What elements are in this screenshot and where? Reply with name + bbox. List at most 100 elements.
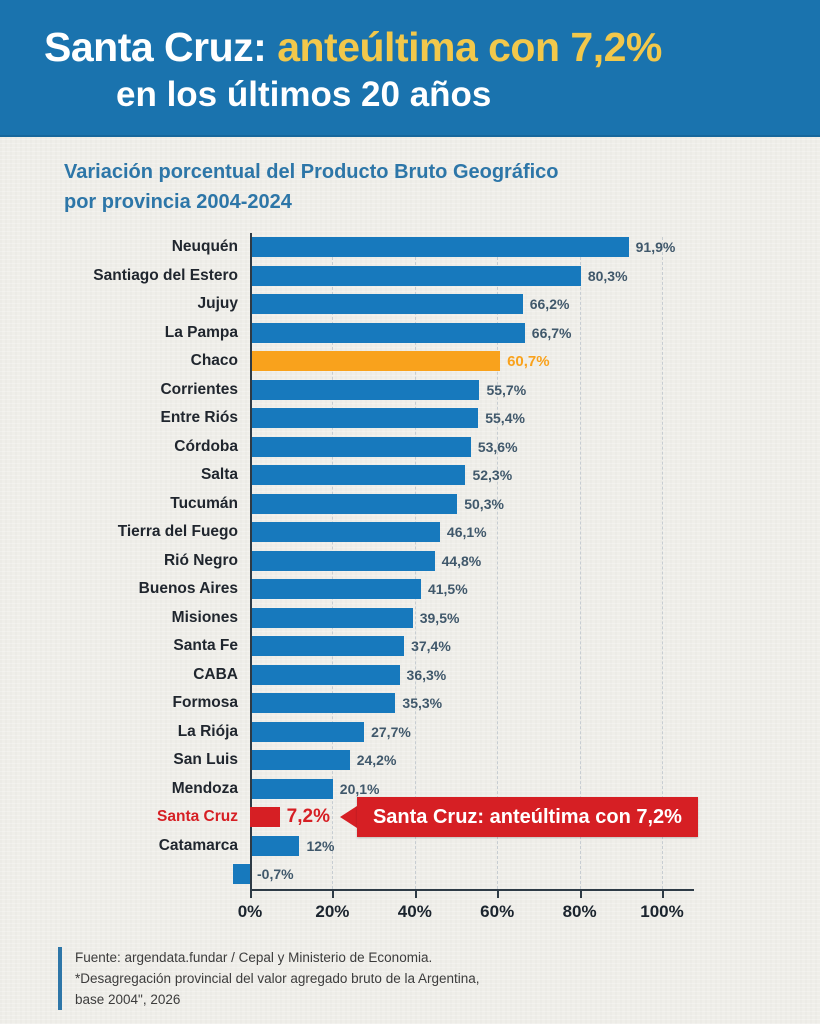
subtitle-line1: Variación porcentual del Producto Bruto … — [64, 161, 559, 183]
value-label: 27,7% — [371, 723, 411, 740]
category-label: Rió Negro — [163, 551, 238, 569]
bar — [250, 636, 405, 657]
value-label: 35,3% — [402, 695, 443, 712]
plot-cell: 20,1% — [250, 778, 776, 799]
source-line2: *Desagregación provincial del valor agre… — [75, 970, 480, 986]
plot-cell: 41,5% — [250, 579, 776, 600]
bar — [250, 835, 300, 856]
chart-rows: Neuquén 91,9% Santiago del Estero 80,3% Juju… — [60, 233, 776, 889]
category-label: San Luis — [173, 751, 238, 769]
main-title-line1: Santa Cruz: anteúltima con 7,2% — [44, 24, 820, 70]
chart-row: Córdoba 53,6% — [60, 433, 776, 462]
value-label: 39,5% — [419, 609, 460, 626]
source-note: Fuente: argendata.fundar / Cepal y Minis… — [58, 946, 820, 1010]
plot-cell: 24,2% — [250, 750, 776, 771]
value-label: 53,6% — [477, 438, 518, 455]
chart-row: Neuquén 91,9% — [60, 233, 776, 262]
plot-cell: 66,2% — [250, 294, 776, 315]
plot-cell: 36,3% — [250, 664, 776, 685]
category-label: Santa Fe — [173, 637, 238, 655]
value-label: -0,7% — [257, 866, 294, 883]
x-axis: 0% 20% 40% 60% 80% 100% — [60, 888, 776, 933]
axis-tick-label: 100% — [640, 901, 684, 921]
chart-row: Santa Cruz 7,2% Santa Cruz: anteúltima con… — [60, 797, 776, 838]
value-label: 24,2% — [356, 752, 397, 769]
category-label: Mendoza — [171, 779, 238, 797]
bar — [250, 237, 629, 258]
chart-row: Tierra del Fuego 46,1% — [60, 518, 776, 547]
plot-cell: 60,7% — [250, 351, 776, 372]
chart-row: Santa Fe 37,4% — [60, 632, 776, 661]
category-label: Santiago del Estero — [93, 266, 238, 284]
category-label: Corrientes — [160, 380, 238, 398]
chart-row: Corrientes 55,7% — [60, 376, 776, 405]
plot-cell: 27,7% — [250, 721, 776, 742]
plot-cell: 66,7% — [250, 322, 776, 343]
bar — [250, 522, 440, 543]
chart-row: Santiago del Estero 80,3% — [60, 262, 776, 291]
axis-tick — [250, 890, 252, 898]
bar — [250, 693, 396, 714]
category-label: Salta — [200, 466, 238, 484]
callout-box: Santa Cruz: anteúltima con 7,2% — [356, 797, 698, 838]
chart-row: La Riója 27,7% — [60, 718, 776, 747]
bar — [250, 294, 523, 315]
plot-cell: 55,4% — [250, 408, 776, 429]
chart-row: Mendoza 20,1% — [60, 775, 776, 804]
bar — [250, 550, 435, 571]
gridline — [579, 237, 581, 889]
category-label: Córdoba — [174, 437, 238, 455]
category-label: Catamarca — [158, 836, 238, 854]
axis-tick — [414, 890, 417, 898]
value-label: 52,3% — [472, 467, 513, 484]
chart-subtitle: Variación porcentual del Producto Bruto … — [64, 157, 820, 217]
plot-cell: 52,3% — [250, 465, 776, 486]
header-banner: Santa Cruz: anteúltima con 7,2% en los ú… — [0, 0, 820, 137]
plot-cell: 80,3% — [250, 265, 776, 286]
bar — [250, 493, 458, 514]
chart-row: Misiones 39,5% — [60, 604, 776, 633]
value-label: 36,3% — [406, 666, 447, 683]
bar — [250, 265, 581, 286]
axis-tick-label: 40% — [397, 901, 432, 921]
category-label: Neuquén — [171, 238, 238, 256]
category-label: Misiones — [171, 608, 238, 626]
chart-row: Jujuy 66,2% — [60, 290, 776, 319]
bar — [250, 579, 421, 600]
category-label: Formosa — [172, 694, 238, 712]
chart-row: Salta 52,3% — [60, 461, 776, 490]
value-label: 46,1% — [446, 524, 487, 541]
axis-tick — [497, 890, 500, 898]
plot-cell: 50,3% — [250, 493, 776, 514]
category-label: Buenos Aires — [138, 580, 238, 598]
chart-row: Rió Negro 44,8% — [60, 547, 776, 576]
plot-cell: 7,2% Santa Cruz: anteúltima con 7,2% — [250, 797, 776, 838]
chart-row: Formosa 35,3% — [60, 689, 776, 718]
plot-cell: 12% — [250, 835, 776, 856]
bar — [250, 664, 400, 685]
chart-row: San Luis 24,2% — [60, 746, 776, 775]
chart-row: Entre Riós 55,4% — [60, 404, 776, 433]
gridline — [662, 237, 663, 889]
value-label: 44,8% — [441, 552, 482, 569]
subtitle-line2: por provincia 2004-2024 — [64, 191, 292, 213]
axis-tick — [579, 890, 582, 898]
bar-chart: Neuquén 91,9% Santiago del Estero 80,3% Juju… — [60, 233, 776, 933]
category-label: Tierra del Fuego — [117, 523, 238, 541]
plot-cell: 53,6% — [250, 436, 776, 457]
source-line1: Fuente: argendata.fundar / Cepal y Minis… — [75, 949, 433, 965]
category-label: Chaco — [190, 352, 238, 370]
category-label: La Riója — [177, 722, 238, 740]
value-label: 66,2% — [529, 296, 570, 313]
bar — [250, 408, 479, 429]
bar — [250, 351, 501, 372]
chart-row: La Pampa 66,7% — [60, 319, 776, 348]
bar — [250, 750, 350, 771]
value-label: 55,4% — [485, 410, 525, 427]
axis-tick — [332, 890, 335, 898]
value-label: 55,7% — [486, 381, 527, 398]
plot-cell: -0,7% — [233, 864, 776, 885]
bar — [250, 721, 365, 742]
title-prefix: Santa Cruz: — [44, 24, 267, 70]
